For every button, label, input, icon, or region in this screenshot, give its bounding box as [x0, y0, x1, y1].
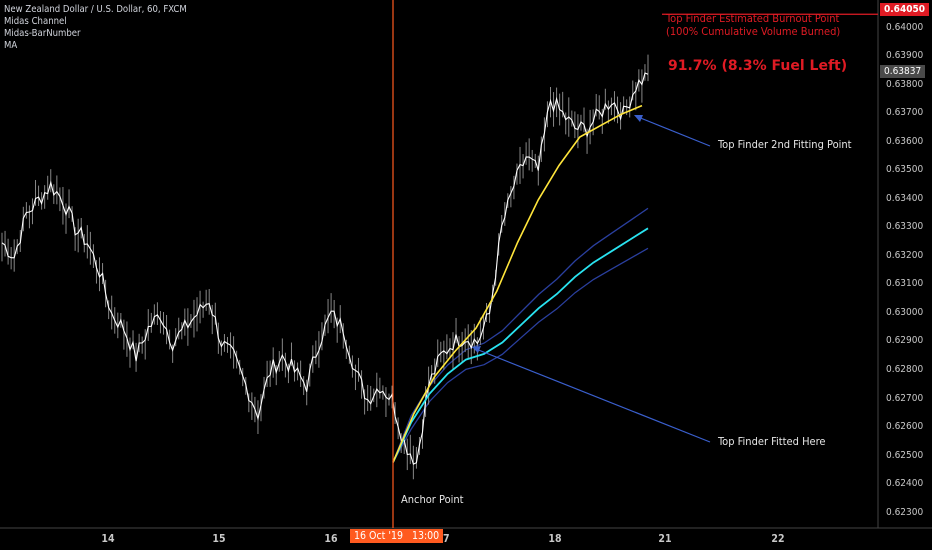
fitted-arrowhead	[472, 346, 481, 353]
price-tick-label: 0.63600	[886, 135, 924, 147]
second-fit-label: Top Finder 2nd Fitting Point	[718, 138, 852, 151]
time-tick-label: 16	[324, 533, 338, 545]
fitted-label: Top Finder Fitted Here	[718, 435, 826, 448]
fitted-arrow	[475, 348, 711, 443]
time-tick-label: 22	[771, 533, 785, 545]
indicator-midas-barnumber[interactable]: Midas-BarNumber	[4, 28, 81, 39]
indicator-midas-channel[interactable]: Midas Channel	[4, 16, 67, 27]
fuel-remaining: 91.7% (8.3% Fuel Left)	[668, 58, 848, 74]
price-tick-label: 0.63100	[886, 278, 924, 290]
price-tick-label: 0.63900	[886, 50, 924, 62]
axis-lines	[0, 0, 932, 529]
price-line	[1, 72, 649, 465]
time-tick-label: 15	[212, 533, 226, 545]
top-finder-line	[392, 104, 643, 463]
price-tick-label: 0.63700	[886, 107, 924, 119]
price-tick-label: 0.63300	[886, 221, 924, 233]
price-tick-label: 0.63400	[886, 192, 924, 204]
midas-lower-band	[392, 247, 649, 463]
price-tick-label: 0.62400	[886, 478, 924, 490]
crosshair-time-tag: 16 Oct '19 13:00	[350, 529, 444, 543]
price-tick-label: 0.64000	[886, 21, 924, 33]
price-bars	[1, 54, 649, 480]
burnout-subtitle: (100% Cumulative Volume Burned)	[666, 25, 841, 38]
price-tick-label: 0.62900	[886, 335, 924, 347]
midas-mid-line	[392, 227, 649, 463]
price-tick-label: 0.63200	[886, 249, 924, 261]
indicator-ma[interactable]: MA	[4, 40, 18, 51]
price-tick-label: 0.62300	[886, 506, 924, 518]
price-tick-label: 0.63800	[886, 78, 924, 90]
time-tick-label: 14	[101, 533, 115, 545]
second-fit-arrowhead	[634, 115, 643, 122]
price-tick-label: 0.62500	[886, 449, 924, 461]
price-tick-label: 0.63000	[886, 306, 924, 318]
time-tick-label: 21	[658, 533, 672, 545]
price-tick-label: 0.62600	[886, 421, 924, 433]
burnout-price-tag: 0.64050	[880, 3, 929, 16]
midas-upper-band	[392, 207, 649, 463]
symbol-title[interactable]: New Zealand Dollar / U.S. Dollar, 60, FX…	[4, 4, 187, 15]
anchor-label: Anchor Point	[401, 493, 464, 506]
price-tick-label: 0.63500	[886, 164, 924, 176]
burnout-title: Top Finder Estimated Burnout Point	[666, 12, 840, 25]
price-tick-label: 0.62700	[886, 392, 924, 404]
midas-channel-bands	[392, 207, 649, 463]
second-fit-arrow	[637, 116, 711, 147]
indicator-lines	[392, 104, 649, 463]
annotation-arrows	[472, 115, 711, 443]
last-price-tag: 0.63837	[880, 65, 926, 78]
time-tick-label: 18	[548, 533, 562, 545]
price-tick-label: 0.62800	[886, 364, 924, 376]
